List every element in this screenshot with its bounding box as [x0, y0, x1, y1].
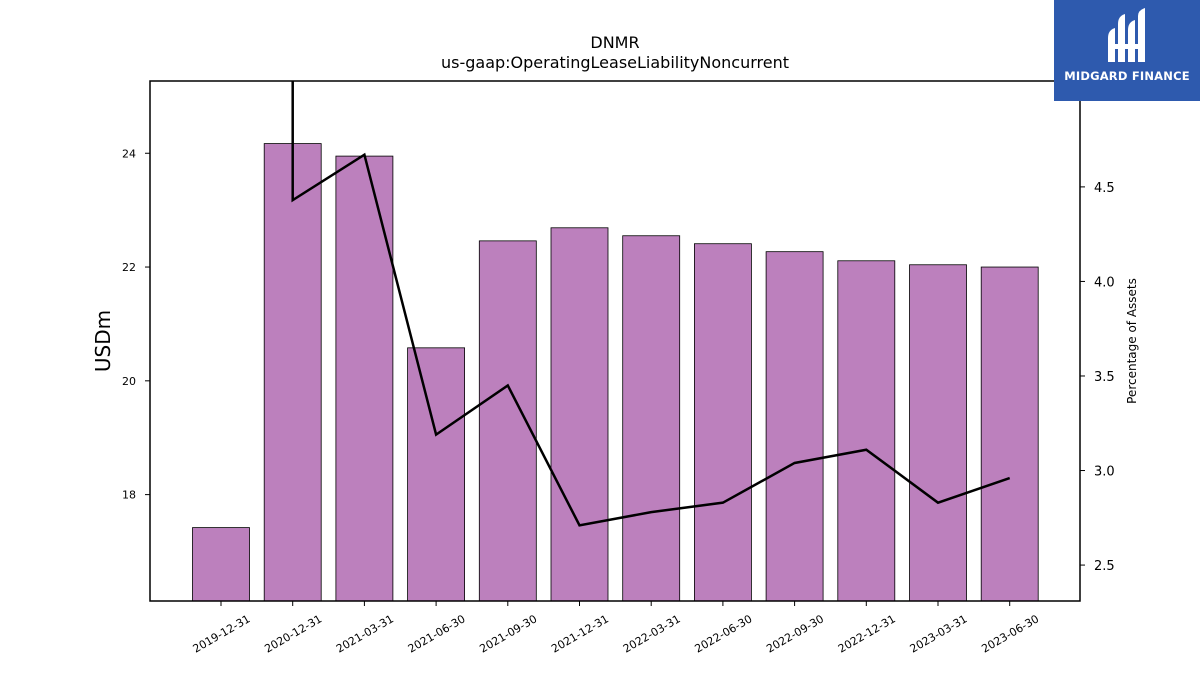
y-tick-label: 22 — [122, 261, 136, 274]
bar — [837, 260, 896, 602]
y-axis: 18 20 22 24 — [122, 147, 150, 502]
bars-group — [192, 143, 1039, 602]
bar — [192, 527, 250, 602]
bar — [478, 240, 537, 602]
x-tick-label: 2021-03-31 — [334, 612, 396, 655]
bar — [765, 251, 824, 602]
x-axis: 2019-12-31 2020-12-31 2021-03-31 2021-06-30… — [191, 601, 1041, 656]
bar — [622, 235, 681, 602]
plot-frame — [149, 80, 1081, 602]
x-tick-label: 2022-06-30 — [693, 612, 755, 655]
y-tick-label: 20 — [122, 375, 136, 388]
brand-logo: MIDGARD FINANCE — [1054, 0, 1200, 101]
x-tick-label: 2021-12-31 — [549, 612, 611, 655]
bar — [407, 347, 466, 602]
x-tick-label: 2022-09-30 — [764, 612, 826, 655]
line-group — [291, 81, 1011, 527]
bar — [550, 227, 609, 602]
x-tick-label: 2020-12-31 — [262, 612, 324, 655]
x-tick-label: 2021-09-30 — [477, 612, 539, 655]
bar — [980, 266, 1039, 602]
x-tick-label: 2022-03-31 — [621, 612, 683, 655]
bar — [335, 155, 394, 602]
midgard-logo-icon — [1108, 8, 1145, 62]
y2-tick-label: 3.5 — [1094, 370, 1115, 385]
bar — [909, 264, 967, 602]
y2-tick-label: 4.0 — [1094, 275, 1115, 290]
x-tick-label: 2023-03-31 — [908, 612, 970, 655]
y-tick-label: 18 — [122, 489, 136, 502]
bar — [694, 243, 752, 602]
series-line — [291, 81, 1011, 527]
y2-tick-label: 4.5 — [1094, 181, 1115, 196]
x-tick-label: 2023-06-30 — [979, 612, 1041, 655]
y2-tick-label: 2.5 — [1094, 559, 1115, 574]
x-tick-label: 2021-06-30 — [406, 612, 468, 655]
logo-text: MIDGARD FINANCE — [1064, 69, 1190, 83]
x-tick-label: 2019-12-31 — [191, 612, 253, 655]
chart-title: DNMR — [590, 33, 639, 52]
y2-axis: 2.5 3.0 3.5 4.0 4.5 — [1080, 181, 1115, 574]
chart-subtitle: us-gaap:OperatingLeaseLiabilityNoncurren… — [441, 53, 789, 72]
bar — [263, 143, 322, 602]
y-axis-label: USDm — [91, 310, 115, 372]
y2-axis-label: Percentage of Assets — [1125, 278, 1139, 404]
x-tick-label: 2022-12-31 — [836, 612, 898, 655]
y2-tick-label: 3.0 — [1094, 465, 1115, 480]
y-tick-label: 24 — [122, 147, 136, 160]
